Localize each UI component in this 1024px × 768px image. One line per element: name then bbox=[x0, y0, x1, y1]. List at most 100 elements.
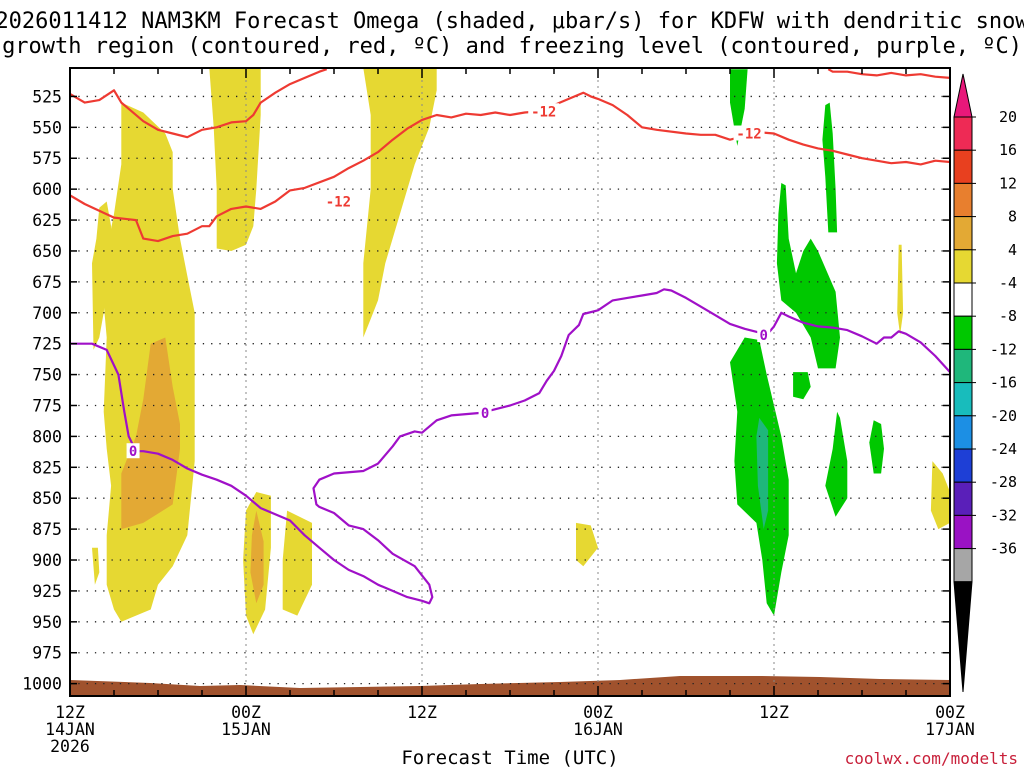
omega-region bbox=[121, 337, 180, 530]
colorbar-swatch bbox=[953, 315, 973, 350]
omega-region bbox=[92, 201, 112, 350]
contour-label-bg bbox=[478, 404, 492, 420]
x-tick-label: 12Z bbox=[759, 703, 789, 722]
x-tick-label: 00Z bbox=[583, 703, 613, 722]
omega-region bbox=[250, 510, 264, 604]
colorbar-label: -8 bbox=[999, 307, 1017, 325]
colorbar-swatch bbox=[953, 481, 973, 516]
y-tick-label: 625 bbox=[32, 211, 62, 230]
omega-region bbox=[282, 510, 312, 616]
y-tick-label: 825 bbox=[32, 458, 62, 477]
contour-label: 0 bbox=[760, 328, 768, 344]
colorbar-swatch bbox=[953, 382, 973, 417]
contour-label: 0 bbox=[129, 444, 137, 460]
colorbar-swatch bbox=[953, 448, 973, 483]
omega-region bbox=[825, 411, 848, 517]
y-tick-label: 750 bbox=[32, 366, 62, 385]
y-tick-label: 1000 bbox=[22, 675, 62, 694]
x-tick-label: 12Z bbox=[55, 703, 85, 722]
omega-region bbox=[897, 244, 904, 335]
contour-label: -12 bbox=[736, 127, 761, 143]
colorbar-swatch bbox=[953, 149, 973, 184]
contour-line bbox=[70, 288, 950, 605]
y-tick-label: 775 bbox=[32, 396, 62, 415]
y-tick-label: 800 bbox=[32, 427, 62, 446]
colorbar-swatch bbox=[953, 348, 973, 384]
chart-title-line-1: 2026011412 NAM3KM Forecast Omega (shaded… bbox=[0, 9, 1024, 34]
x-axis-label: Forecast Time (UTC) bbox=[401, 747, 618, 768]
omega-region bbox=[776, 183, 840, 369]
plot-area: -12 -12 -12 0 0 0 525 550 575 600 625 650 675 700 725… bbox=[22, 67, 975, 756]
omega-region bbox=[209, 68, 261, 251]
y-tick-label: 950 bbox=[32, 613, 62, 632]
colorbar-label: 4 bbox=[1008, 241, 1017, 259]
colorbar-top-arrow bbox=[953, 73, 973, 118]
x-tick-label: 17JAN bbox=[925, 720, 975, 739]
contour-label: -12 bbox=[326, 195, 351, 211]
colorbar-swatch bbox=[953, 249, 973, 284]
colorbar-swatch bbox=[953, 415, 973, 450]
contour-label-bg bbox=[733, 125, 765, 141]
colorbar-label: 8 bbox=[1008, 208, 1017, 226]
contour-line bbox=[70, 68, 328, 139]
y-tick-label: 700 bbox=[32, 304, 62, 323]
y-tick-label: 550 bbox=[32, 118, 62, 137]
y-tick-label: 600 bbox=[32, 180, 62, 199]
y-tick-label: 850 bbox=[32, 489, 62, 508]
colorbar-label: -20 bbox=[990, 407, 1017, 425]
colorbar-label: -28 bbox=[990, 473, 1017, 491]
x-tick-label: 00Z bbox=[935, 703, 965, 722]
colorbar-swatch bbox=[953, 216, 973, 251]
colorbar-label: 16 bbox=[999, 141, 1017, 159]
contour-label: -12 bbox=[531, 104, 556, 120]
colorbar-swatch bbox=[953, 514, 973, 550]
colorbar-swatch bbox=[953, 548, 973, 583]
y-tick-label: 875 bbox=[32, 520, 62, 539]
x-tick-label: 14JAN bbox=[45, 720, 95, 739]
colorbar-bottom-arrow bbox=[953, 581, 973, 693]
contour-label: 0 bbox=[481, 406, 489, 422]
omega-region bbox=[756, 417, 769, 530]
colorbar-label: -12 bbox=[990, 340, 1017, 358]
contour-line bbox=[70, 91, 950, 243]
colorbar: 20 16 12 8 4 -4 -8 -12 -16 -20 -24 -28 -32 -36 bbox=[953, 73, 1017, 693]
omega-region bbox=[869, 420, 884, 474]
colorbar-label: -4 bbox=[999, 274, 1017, 292]
y-tick-label: 675 bbox=[32, 273, 62, 292]
omega-region bbox=[793, 372, 811, 400]
colorbar-label: -24 bbox=[990, 440, 1017, 458]
contour-line bbox=[827, 68, 950, 79]
omega-region bbox=[930, 461, 950, 530]
x-tick-label: 2026 bbox=[50, 737, 90, 756]
y-tick-label: 650 bbox=[32, 242, 62, 261]
contour-label-bg bbox=[528, 103, 560, 119]
colorbar-swatch bbox=[953, 116, 973, 151]
contour-label-bg bbox=[126, 443, 140, 459]
y-tick-label: 525 bbox=[32, 87, 62, 106]
contour-label-bg bbox=[757, 327, 771, 343]
x-tick-label: 12Z bbox=[407, 703, 437, 722]
omega-region bbox=[822, 102, 838, 233]
y-tick-label: 725 bbox=[32, 335, 62, 354]
chart-title-line-2: growth region (contoured, red, ºC) and f… bbox=[2, 34, 1022, 59]
plot-background bbox=[70, 68, 950, 696]
omega-region bbox=[576, 522, 598, 567]
x-tick-label: 00Z bbox=[231, 703, 261, 722]
contour-label-bg bbox=[322, 193, 354, 209]
colorbar-label: -32 bbox=[990, 506, 1017, 524]
colorbar-label: -36 bbox=[990, 540, 1017, 558]
x-tick-label: 16JAN bbox=[573, 720, 623, 739]
colorbar-label: 12 bbox=[999, 174, 1017, 192]
y-tick-label: 975 bbox=[32, 644, 62, 663]
colorbar-swatch bbox=[953, 182, 973, 218]
omega-region bbox=[92, 547, 100, 585]
credit-text: coolwx.com/modelts bbox=[845, 749, 1018, 768]
colorbar-label: 20 bbox=[999, 108, 1017, 126]
colorbar-label: -16 bbox=[990, 374, 1017, 392]
y-tick-label: 900 bbox=[32, 551, 62, 570]
colorbar-swatch bbox=[953, 282, 973, 317]
y-tick-label: 575 bbox=[32, 149, 62, 168]
omega-region bbox=[363, 68, 437, 338]
x-tick-label: 15JAN bbox=[221, 720, 271, 739]
